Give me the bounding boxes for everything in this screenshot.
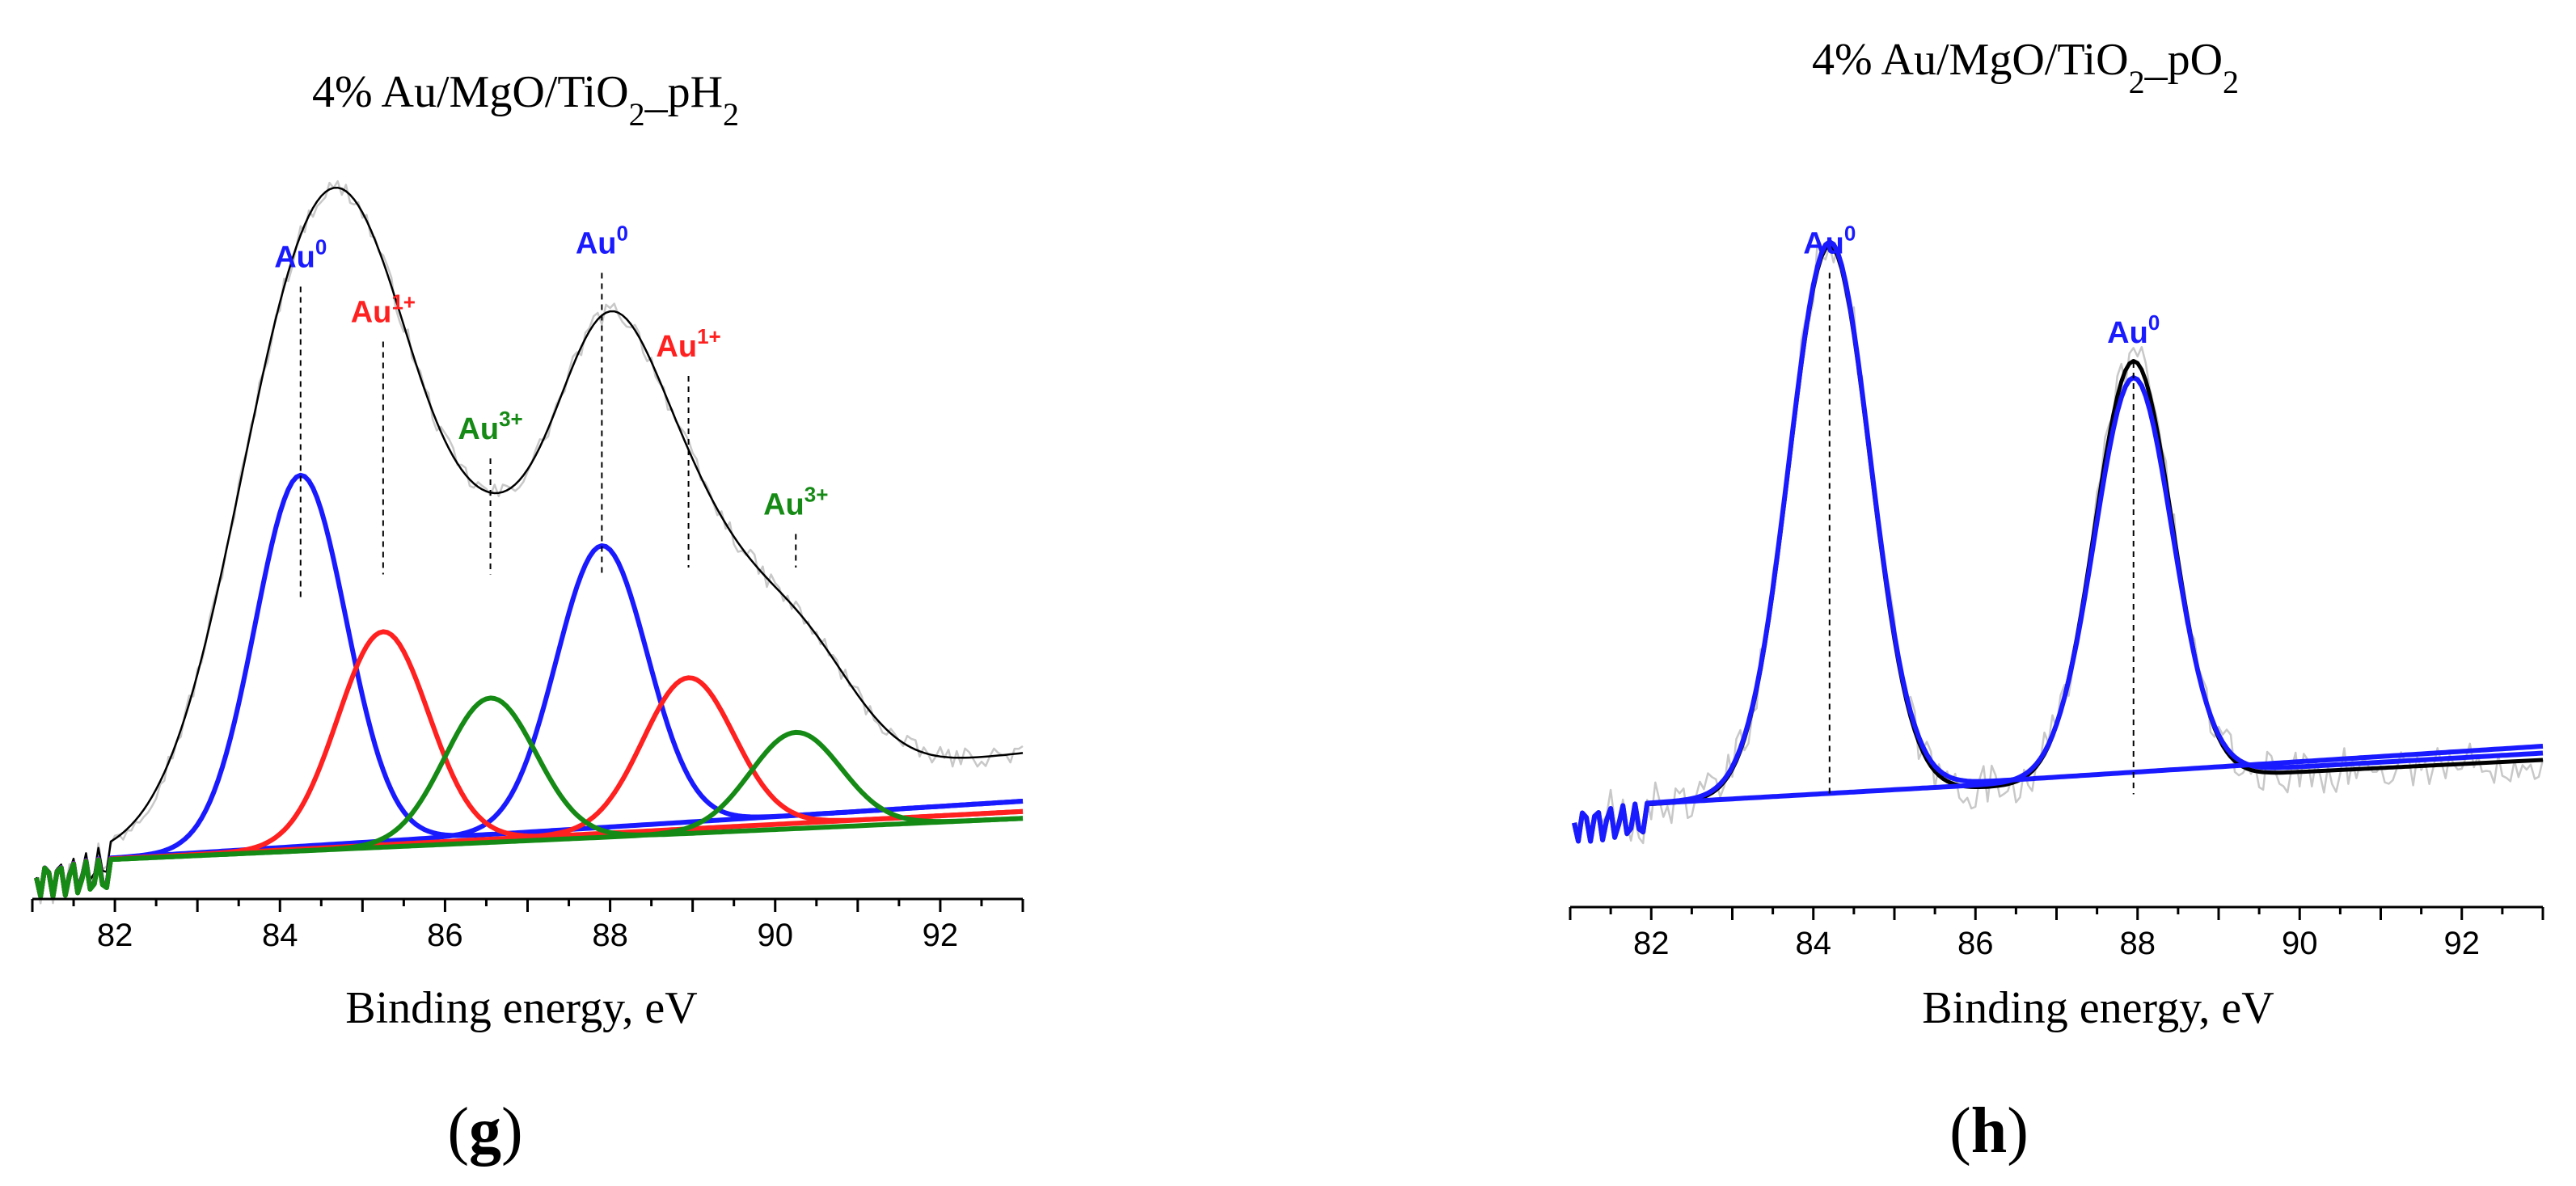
x-tick-label: 86 (427, 918, 463, 953)
x-tick-label: 84 (1796, 926, 1832, 961)
x-tick-label: 84 (262, 918, 298, 953)
chart-panel-g: 4% Au/MgO/TiO2_pH2 Au0 Au1+ Au3+ Au0 Au1+ Au3+… (31, 67, 1024, 1167)
series-envelope-line (35, 186, 1024, 897)
series-au0-4f7-2-line (34, 472, 1024, 899)
x-tick-label: 88 (592, 918, 628, 953)
panel-label: (g) (447, 1095, 522, 1167)
peak-label: Au1+ (351, 290, 416, 330)
series-au3-4f7-2-line (34, 695, 1024, 899)
peak-label: Au3+ (763, 483, 828, 522)
series-raw-line (35, 179, 1024, 905)
x-axis-label: Binding energy, eV (1922, 983, 2274, 1033)
peak-label: Au0 (1803, 222, 1856, 261)
x-tick-label: 88 (2120, 926, 2156, 961)
x-tick-label: 82 (1633, 926, 1670, 961)
x-axis-label: Binding energy, eV (345, 983, 697, 1033)
peak-label: Au0 (576, 222, 628, 261)
chart-panel-h: 4% Au/MgO/TiO2_pO2 Au0 Au0 82 84 86 88 90 92 Bind… (1569, 35, 2544, 1167)
x-tick-label: 90 (758, 918, 794, 953)
x-tick-label: 82 (97, 918, 133, 953)
peak-label: Au0 (2107, 310, 2160, 350)
series-envelope-line (1572, 243, 2544, 844)
peak-label: Au3+ (458, 407, 522, 446)
x-tick-label: 86 (1957, 926, 1994, 961)
series-au0-4f7-2-line (1572, 239, 2544, 844)
x-tick-label: 92 (923, 918, 959, 953)
chart-title: 4% Au/MgO/TiO2_pO2 (1812, 35, 2239, 100)
series-au1-4f5-2-line (34, 675, 1024, 899)
peak-label: Au1+ (656, 324, 720, 364)
peak-label: Au0 (274, 235, 327, 275)
series-au0-4f5-2-line (1572, 375, 2544, 844)
panel-label: (h) (1949, 1095, 2029, 1167)
chart-title: 4% Au/MgO/TiO2_pH2 (312, 67, 739, 133)
series-au3-4f5-2-line (34, 729, 1024, 899)
x-tick-label: 92 (2444, 926, 2481, 961)
x-tick-label: 90 (2282, 926, 2318, 961)
